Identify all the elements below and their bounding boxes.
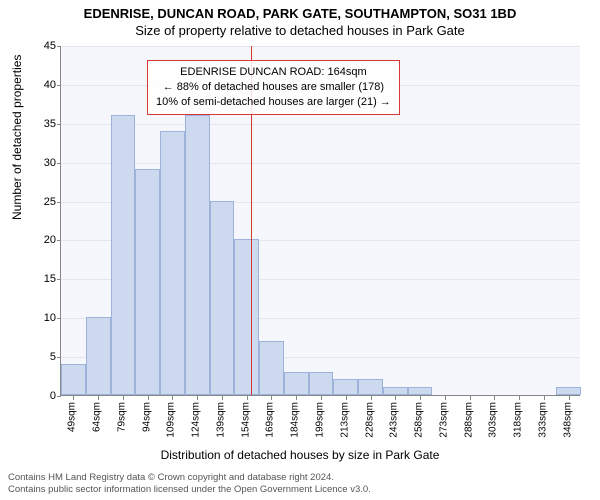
xtick-mark [73,396,74,400]
xtick-mark [271,396,272,400]
y-axis-label: Number of detached properties [10,55,24,220]
xtick-mark [123,396,124,400]
xtick-mark [346,396,347,400]
xtick-label: 333sqm [537,402,548,438]
histogram-bar [309,372,334,395]
xtick-mark [420,396,421,400]
xtick-label: 124sqm [191,402,202,438]
histogram-bar [61,364,86,395]
annotation-box: EDENRISE DUNCAN ROAD: 164sqm← 88% of det… [147,60,400,115]
histogram-bar [284,372,309,395]
ytick-mark [57,318,61,319]
annot-line2: ← 88% of detached houses are smaller (17… [156,80,391,95]
ytick-mark [57,163,61,164]
xtick-mark [470,396,471,400]
histogram-bar [160,131,185,395]
ytick-label: 40 [26,79,56,91]
xtick-mark [569,396,570,400]
histogram-bar [234,239,259,395]
ytick-mark [57,46,61,47]
xtick-mark [296,396,297,400]
xtick-label: 94sqm [141,402,152,432]
xtick-mark [321,396,322,400]
chart-area: EDENRISE DUNCAN ROAD: 164sqm← 88% of det… [60,46,580,396]
ytick-label: 5 [26,351,56,363]
histogram-bar [408,387,433,395]
xtick-mark [395,396,396,400]
histogram-bar [358,379,383,395]
xtick-label: 79sqm [116,402,127,432]
xtick-label: 228sqm [364,402,375,438]
ytick-label: 10 [26,312,56,324]
annot-line1: EDENRISE DUNCAN ROAD: 164sqm [156,65,391,80]
page-subtitle: Size of property relative to detached ho… [0,21,600,38]
ytick-mark [57,279,61,280]
page-title-address: EDENRISE, DUNCAN ROAD, PARK GATE, SOUTHA… [0,0,600,21]
xtick-label: 184sqm [290,402,301,438]
ytick-mark [57,202,61,203]
histogram-bar [383,387,408,395]
histogram-bar [111,115,136,395]
xtick-label: 258sqm [414,402,425,438]
xtick-label: 288sqm [463,402,474,438]
footer-attribution: Contains HM Land Registry data © Crown c… [8,472,371,496]
x-axis-label: Distribution of detached houses by size … [0,448,600,462]
histogram-bar [259,341,284,395]
ytick-label: 0 [26,390,56,402]
footer-line1: Contains HM Land Registry data © Crown c… [8,472,371,484]
xtick-label: 243sqm [389,402,400,438]
xtick-label: 199sqm [315,402,326,438]
xtick-label: 154sqm [240,402,251,438]
xtick-label: 273sqm [438,402,449,438]
xtick-mark [247,396,248,400]
xtick-label: 139sqm [215,402,226,438]
footer-line2: Contains public sector information licen… [8,484,371,496]
xtick-mark [371,396,372,400]
xtick-label: 64sqm [92,402,103,432]
histogram-bar [185,115,210,395]
xtick-label: 109sqm [166,402,177,438]
gridline [61,163,580,164]
xtick-mark [148,396,149,400]
ytick-label: 45 [26,40,56,52]
xtick-mark [172,396,173,400]
ytick-mark [57,124,61,125]
ytick-label: 35 [26,118,56,130]
xtick-mark [519,396,520,400]
xtick-label: 213sqm [339,402,350,438]
ytick-mark [57,396,61,397]
ytick-mark [57,85,61,86]
gridline [61,46,580,47]
ytick-label: 15 [26,273,56,285]
ytick-mark [57,240,61,241]
ytick-label: 20 [26,234,56,246]
histogram-bar [333,379,358,395]
ytick-mark [57,357,61,358]
annot-line3: 10% of semi-detached houses are larger (… [156,95,391,110]
histogram-bar [210,201,235,395]
histogram-bar [556,387,581,395]
xtick-mark [544,396,545,400]
gridline [61,124,580,125]
plot-region: EDENRISE DUNCAN ROAD: 164sqm← 88% of det… [60,46,580,396]
xtick-label: 49sqm [67,402,78,432]
xtick-mark [445,396,446,400]
xtick-mark [494,396,495,400]
xtick-label: 318sqm [513,402,524,438]
xtick-mark [197,396,198,400]
xtick-mark [222,396,223,400]
xtick-mark [98,396,99,400]
xtick-label: 303sqm [488,402,499,438]
ytick-label: 30 [26,157,56,169]
ytick-label: 25 [26,196,56,208]
histogram-bar [86,317,111,395]
xtick-label: 348sqm [562,402,573,438]
xtick-label: 169sqm [265,402,276,438]
histogram-bar [135,169,160,395]
